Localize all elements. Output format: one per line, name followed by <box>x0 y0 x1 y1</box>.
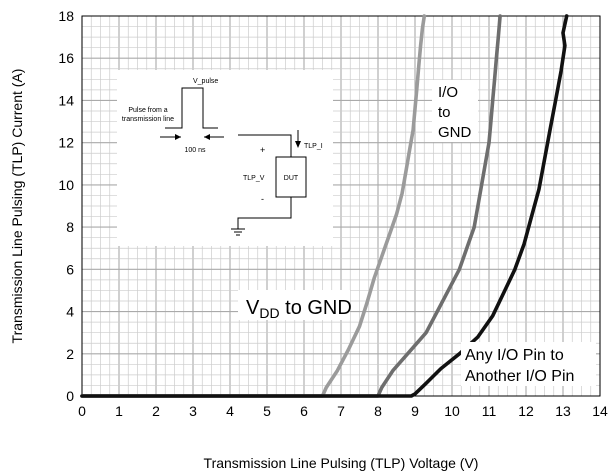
circuit-top-wire <box>238 134 292 157</box>
y-tick-label: 18 <box>58 8 74 24</box>
io-gnd-label-line-2: to <box>438 104 451 121</box>
x-tick-label: 1 <box>115 403 123 419</box>
x-tick-label: 13 <box>555 403 571 419</box>
x-tick-label: 0 <box>78 403 86 419</box>
x-tick-label: 8 <box>374 403 382 419</box>
y-tick-label: 10 <box>58 177 74 193</box>
x-tick-label: 7 <box>337 403 345 419</box>
x-axis-title: Transmission Line Pulsing (TLP) Voltage … <box>204 455 479 471</box>
y-tick-label: 6 <box>66 261 74 277</box>
plus-label: + <box>260 145 265 155</box>
io-gnd-label-line-3: GND <box>438 124 472 141</box>
any-io-label-line-2: Another I/O Pin <box>465 368 574 385</box>
series-lines <box>80 14 569 398</box>
x-tick-label: 3 <box>189 403 197 419</box>
v-pulse-label: V_pulse <box>193 78 218 85</box>
pulse-from-label-1: Pulse from a <box>128 107 167 114</box>
x-tick-label: 12 <box>518 403 534 419</box>
duration-arrowhead-right <box>204 134 210 140</box>
vdd-to-gnd-annotation: VDD to GND <box>238 290 352 321</box>
x-tick-label: 14 <box>592 403 608 419</box>
current-arrowhead <box>295 141 301 148</box>
y-tick-label: 12 <box>58 135 74 151</box>
dut-box <box>275 156 307 198</box>
y-tick-label: 8 <box>66 219 74 235</box>
y-tick-label: 4 <box>66 304 74 320</box>
any-io-label-line-1: Any I/O Pin to <box>465 347 564 364</box>
x-tick-labels: 0 1 2 3 4 5 6 7 8 9 10 11 12 13 14 <box>78 403 608 419</box>
io-gnd-label-background <box>432 80 478 142</box>
circuit-bottom-wire <box>237 197 292 229</box>
vdd-label: VDD to GND <box>246 297 352 321</box>
pulse-from-label-2: transmission line <box>122 116 174 123</box>
any-io-annotation: Any I/O Pin to Another I/O Pin <box>461 342 596 386</box>
tlp-schematic-inset: V_pulse Pulse from a transmission line 1… <box>117 70 333 246</box>
tlp-i-label: TLP_I <box>304 143 323 150</box>
x-tick-label: 11 <box>482 403 497 419</box>
x-tick-label: 4 <box>226 403 234 419</box>
y-tick-label: 2 <box>66 346 74 362</box>
y-axis-title: Transmission Line Pulsing (TLP) Current … <box>9 69 25 344</box>
any-io-label-background <box>461 342 596 386</box>
tlp-v-label: TLP_V <box>243 175 265 182</box>
vdd-label-background <box>238 290 350 320</box>
y-tick-label: 16 <box>58 50 74 66</box>
y-tick-label: 14 <box>58 92 74 108</box>
x-tick-label: 6 <box>300 403 308 419</box>
io-to-gnd-annotation: I/O to GND <box>432 80 478 142</box>
x-tick-label: 2 <box>152 403 160 419</box>
duration-label: 100 ns <box>184 147 206 154</box>
io-gnd-label-line-1: I/O <box>438 84 458 101</box>
series-line-3 <box>80 14 569 398</box>
duration-arrowhead-left <box>175 134 181 140</box>
x-tick-label: 5 <box>263 403 271 419</box>
series-line-1 <box>80 14 427 398</box>
x-tick-label: 10 <box>444 403 460 419</box>
pulse-waveform <box>165 87 218 129</box>
y-tick-label: 0 <box>66 388 74 404</box>
dut-label: DUT <box>284 175 299 182</box>
y-tick-labels: 0 2 4 6 8 10 12 14 16 18 <box>58 8 74 404</box>
series-line-2 <box>80 14 502 398</box>
minus-label: - <box>261 194 264 204</box>
x-tick-label: 9 <box>411 403 419 419</box>
